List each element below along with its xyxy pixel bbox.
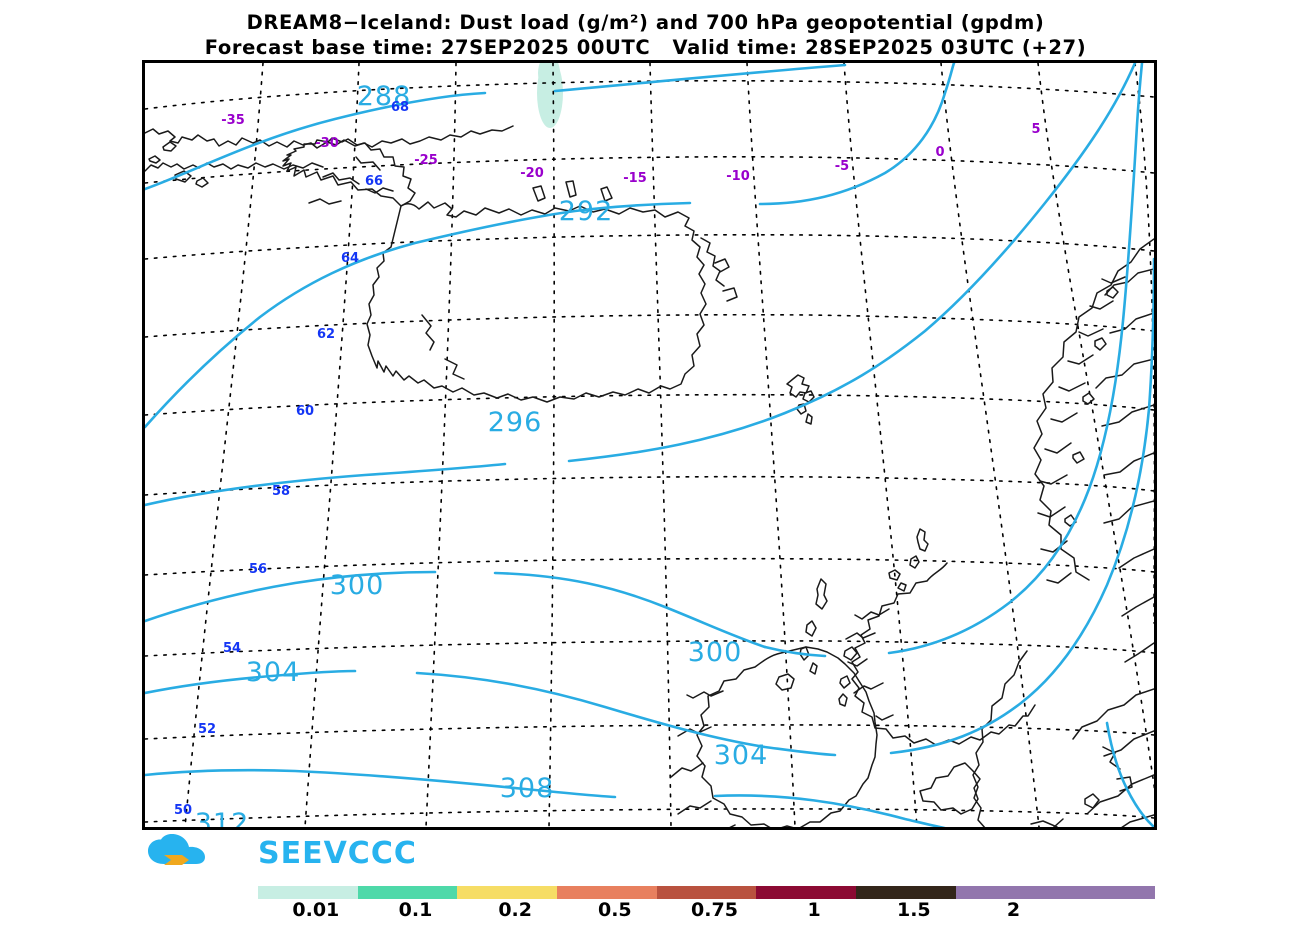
svg-text:292: 292	[559, 196, 614, 227]
colorbar-label: 2	[1006, 899, 1021, 921]
colorbar-tick-labels: 0.01 0.1 0.2 0.5 0.75 1 1.5 2	[258, 899, 1155, 925]
svg-text:5: 5	[1031, 122, 1040, 137]
forecast-map: 288 292 296 300 300 304 304 308 312 68 6…	[142, 60, 1157, 830]
svg-text:58: 58	[272, 484, 290, 499]
svg-text:64: 64	[341, 251, 359, 266]
colorbar-label: 0.01	[292, 899, 340, 921]
latitude-labels: 68 66 64 62 60 58 56 54 52 50	[174, 100, 409, 818]
colorbar-segment	[756, 886, 856, 899]
svg-text:52: 52	[198, 722, 216, 737]
svg-text:-5: -5	[835, 159, 849, 174]
colorbar-segment	[1055, 886, 1155, 899]
svg-text:-15: -15	[623, 171, 647, 186]
svg-text:296: 296	[488, 407, 543, 438]
svg-text:288: 288	[357, 81, 412, 112]
svg-text:-25: -25	[414, 153, 438, 168]
svg-text:308: 308	[500, 773, 555, 804]
latitude-gridlines	[145, 79, 1154, 823]
svg-text:300: 300	[688, 637, 743, 668]
colorbar-label: 1	[807, 899, 821, 921]
colorbar-label: 0.2	[498, 899, 532, 921]
cloud-icon	[148, 834, 205, 864]
svg-text:62: 62	[317, 327, 335, 342]
svg-text:0: 0	[935, 145, 944, 160]
svg-text:-10: -10	[726, 169, 750, 184]
colorbar-segment	[457, 886, 557, 899]
colorbar-segment	[556, 886, 657, 899]
colorbar-segment	[855, 886, 956, 899]
map-canvas: 288 292 296 300 300 304 304 308 312 68 6…	[145, 63, 1154, 827]
svg-text:304: 304	[714, 740, 769, 771]
colorbar-segment	[258, 886, 358, 899]
faroe-islands	[786, 374, 815, 425]
svg-text:-30: -30	[315, 136, 339, 151]
svg-text:-20: -20	[520, 166, 544, 181]
svg-text:50: 50	[174, 803, 192, 818]
forecast-time-subtitle: Forecast base time: 27SEP2025 00UTC Vali…	[204, 36, 1087, 59]
colorbar-segment	[357, 886, 458, 899]
colorbar-label: 0.5	[597, 899, 632, 921]
svg-text:68: 68	[391, 100, 409, 115]
seevccc-logo-text: SEEVCCC	[258, 836, 417, 871]
svg-text:312: 312	[195, 808, 250, 827]
colorbar-segment	[656, 886, 757, 899]
dust-load-colorbar	[258, 886, 1155, 899]
geopotential-contours	[145, 63, 1154, 827]
seevccc-logo	[148, 834, 205, 865]
arrow-icon	[164, 855, 189, 865]
contour-labels: 288 292 296 300 300 304 304 308 312	[195, 81, 769, 827]
colorbar-label: 1.5	[896, 899, 931, 921]
svg-text:56: 56	[249, 562, 267, 577]
page-title: DREAM8−Iceland: Dust load (g/m²) and 700…	[246, 11, 1045, 34]
longitude-gridlines	[184, 63, 1154, 827]
svg-text:-35: -35	[221, 113, 245, 128]
dust-load-shading	[537, 63, 563, 128]
chart-title-block: DREAM8−Iceland: Dust load (g/m²) and 700…	[0, 10, 1291, 60]
svg-text:300: 300	[330, 570, 385, 601]
svg-text:66: 66	[365, 174, 383, 189]
colorbar-label: 0.75	[691, 899, 738, 921]
colorbar-segment	[955, 886, 1056, 899]
svg-text:60: 60	[296, 404, 314, 419]
svg-text:54: 54	[223, 641, 241, 656]
longitude-labels: -35 -30 -25 -20 -15 -10 -5 0 5	[221, 113, 1040, 186]
svg-text:304: 304	[246, 657, 301, 688]
colorbar-label: 0.1	[398, 899, 433, 921]
